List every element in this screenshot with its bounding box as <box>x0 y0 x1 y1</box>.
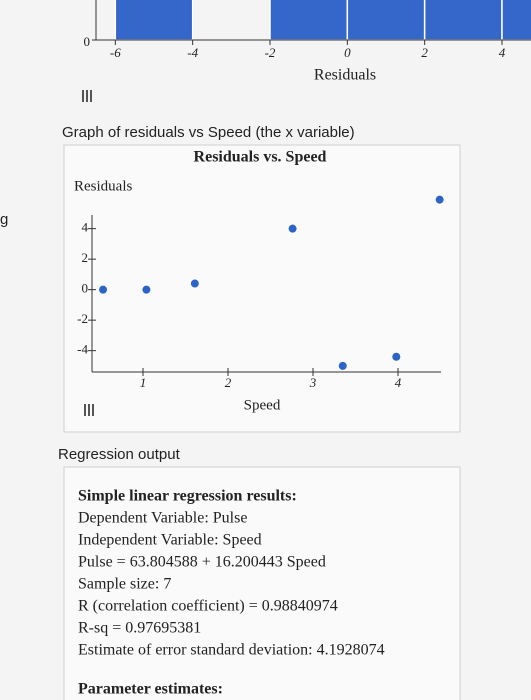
output-line: Estimate of error standard deviation: 4.… <box>78 642 385 659</box>
y-axis-label: Residuals <box>74 178 132 194</box>
x-axis-label: Residuals <box>314 67 376 84</box>
output-line: Sample size: 7 <box>78 576 171 593</box>
output-footer: Parameter estimates: <box>78 681 223 698</box>
y-tick-label: 0 <box>84 34 91 49</box>
y-tick-label: -4 <box>77 342 88 357</box>
histogram-bar <box>501 0 531 41</box>
x-tick-label: 1 <box>140 375 147 390</box>
x-tick-label: 2 <box>421 45 428 60</box>
point <box>190 279 199 288</box>
point <box>392 352 401 361</box>
menu-icon[interactable] <box>84 404 94 416</box>
chart-title: Residuals vs. Speed <box>194 149 327 166</box>
point <box>99 285 108 294</box>
point <box>288 224 297 233</box>
output-frame <box>63 466 461 700</box>
x-tick-label: 4 <box>395 375 402 390</box>
section-heading: Regression output <box>58 446 181 463</box>
x-tick-label: -6 <box>110 45 121 60</box>
output-line: Pulse = 63.804588 + 16.200443 Speed <box>78 554 326 571</box>
x-tick-label: -2 <box>265 45 276 60</box>
x-tick-label: 0 <box>344 45 351 60</box>
x-tick-label: -4 <box>187 45 198 60</box>
menu-icon[interactable] <box>82 90 92 102</box>
histogram-bar <box>423 0 503 41</box>
output-line: R (correlation coefficient) = 0.98840974 <box>78 598 338 615</box>
histogram-bar <box>346 0 426 41</box>
point <box>142 285 151 294</box>
plot-frame <box>63 144 461 433</box>
x-axis-label: Speed <box>244 397 281 413</box>
edge-text: g <box>0 211 8 228</box>
y-tick-label: 2 <box>82 250 89 265</box>
y-tick-label: 4 <box>82 220 89 235</box>
x-tick-label: 2 <box>225 375 232 390</box>
output-title: Simple linear regression results: <box>78 488 297 505</box>
x-tick-label: 3 <box>309 375 317 390</box>
output-line: R-sq = 0.97695381 <box>78 620 201 637</box>
x-tick-label: 4 <box>499 45 506 60</box>
y-tick-label: -2 <box>77 311 88 326</box>
output-line: Independent Variable: Speed <box>78 532 262 549</box>
output-line: Dependent Variable: Pulse <box>78 510 247 527</box>
point <box>338 361 347 370</box>
caption: Graph of residuals vs Speed (the x varia… <box>62 124 355 141</box>
histogram-bar <box>269 0 349 41</box>
y-tick-label: 0 <box>82 281 89 296</box>
point <box>435 195 444 204</box>
histogram-bar <box>114 0 194 41</box>
